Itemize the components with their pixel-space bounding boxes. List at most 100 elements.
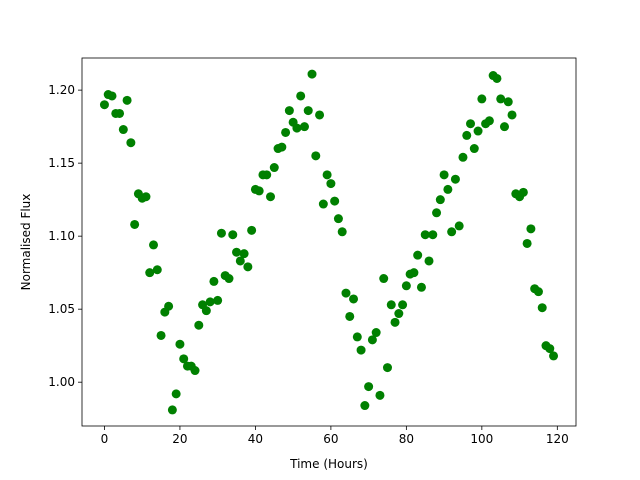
scatter-point	[322, 170, 332, 180]
scatter-point	[394, 309, 404, 319]
scatter-point	[356, 345, 366, 355]
scatter-point	[435, 195, 445, 205]
scatter-point	[213, 295, 223, 305]
scatter-point	[243, 262, 253, 272]
scatter-point	[118, 125, 128, 135]
scatter-point	[477, 94, 487, 104]
scatter-point	[462, 130, 472, 140]
scatter-point	[296, 91, 306, 101]
scatter-point	[205, 297, 215, 307]
scatter-point	[345, 311, 355, 321]
scatter-point	[228, 230, 238, 240]
scatter-point	[458, 152, 468, 162]
scatter-point	[420, 230, 430, 240]
scatter-point	[175, 339, 185, 349]
y-tick-label: 1.05	[48, 302, 75, 316]
scatter-point	[416, 282, 426, 292]
x-tick-label: 0	[101, 432, 109, 446]
scatter-point	[413, 250, 423, 260]
scatter-point	[352, 332, 362, 342]
scatter-point	[216, 228, 226, 238]
x-axis-label: Time (Hours)	[289, 457, 368, 471]
scatter-point	[492, 73, 502, 83]
scatter-point	[167, 405, 177, 415]
scatter-point	[115, 108, 125, 118]
scatter-point	[281, 127, 291, 137]
scatter-point	[432, 208, 442, 218]
scatter-point	[382, 363, 392, 373]
scatter-point	[447, 227, 457, 237]
scatter-point	[262, 170, 272, 180]
x-tick-label: 20	[172, 432, 187, 446]
scatter-point	[496, 94, 506, 104]
scatter-point	[299, 122, 309, 132]
scatter-point	[239, 249, 249, 259]
scatter-point	[266, 192, 276, 202]
scatter-point	[507, 110, 517, 120]
scatter-point	[390, 317, 400, 327]
scatter-point	[473, 126, 483, 136]
scatter-point	[194, 320, 204, 330]
scatter-point	[224, 274, 234, 284]
scatter-point	[145, 268, 155, 278]
scatter-point	[333, 214, 343, 224]
scatter-point	[526, 224, 536, 234]
scatter-point	[179, 354, 189, 364]
scatter-point	[522, 238, 532, 248]
scatter-point	[232, 247, 242, 257]
x-tick-label: 80	[399, 432, 414, 446]
scatter-point	[466, 119, 476, 129]
scatter-point	[533, 287, 543, 297]
scatter-point	[469, 144, 479, 154]
scatter-point	[318, 199, 328, 209]
scatter-point	[130, 219, 140, 229]
scatter-point	[386, 300, 396, 310]
scatter-point	[337, 227, 347, 237]
scatter-point	[398, 300, 408, 310]
scatter-point	[549, 351, 559, 361]
y-axis-label: Normalised Flux	[19, 194, 33, 291]
scatter-point	[303, 106, 313, 116]
scatter-point	[201, 306, 211, 316]
scatter-point	[484, 116, 494, 126]
scatter-point	[371, 328, 381, 338]
scatter-point	[364, 382, 374, 392]
scatter-point	[156, 330, 166, 340]
scatter-point	[126, 138, 136, 148]
x-tick-label: 40	[248, 432, 263, 446]
scatter-point	[450, 174, 460, 184]
scatter-point	[152, 265, 162, 275]
scatter-point	[537, 303, 547, 313]
scatter-point	[254, 186, 264, 196]
scatter-point	[330, 196, 340, 206]
y-tick-label: 1.00	[48, 375, 75, 389]
scatter-point	[545, 344, 555, 354]
scatter-point	[409, 268, 419, 278]
scatter-point	[349, 294, 359, 304]
scatter-point	[235, 256, 245, 266]
scatter-point	[99, 100, 109, 110]
scatter-point	[209, 276, 219, 286]
scatter-point	[401, 281, 411, 291]
scatter-point	[454, 221, 464, 231]
scatter-point	[311, 151, 321, 161]
scatter-point	[428, 230, 438, 240]
scatter-point	[171, 389, 181, 399]
scatter-point	[307, 69, 317, 79]
scatter-point	[503, 97, 513, 107]
scatter-point	[315, 110, 325, 120]
x-tick-label: 120	[546, 432, 569, 446]
x-tick-label: 60	[323, 432, 338, 446]
scatter-point	[341, 288, 351, 298]
scatter-point	[141, 192, 151, 202]
y-tick-label: 1.15	[48, 156, 75, 170]
scatter-point	[360, 401, 370, 411]
scatter-point	[277, 142, 287, 152]
scatter-point	[424, 256, 434, 266]
scatter-point	[379, 274, 389, 284]
scatter-point	[149, 240, 159, 250]
scatter-point	[164, 301, 174, 311]
